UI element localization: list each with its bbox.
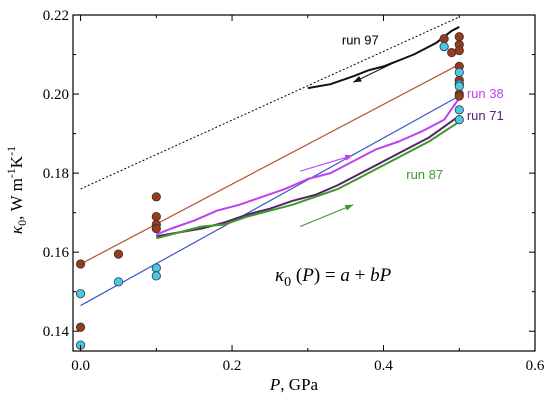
data-point-brown xyxy=(151,223,161,234)
arrow-head-1 xyxy=(353,76,362,83)
series-line-run-38 xyxy=(155,97,461,236)
data-point-blue xyxy=(151,263,161,273)
x-axis-variable: P xyxy=(269,375,280,394)
data-point-blue xyxy=(454,115,464,125)
data-point-brown xyxy=(113,249,124,259)
arrow-head-2 xyxy=(344,154,354,161)
label-run-97: run 97 xyxy=(342,33,379,48)
data-point-blue xyxy=(454,105,464,115)
data-point-brown xyxy=(454,45,464,56)
y-tick-label: 0.16 xyxy=(43,245,70,261)
data-point-brown xyxy=(75,259,86,269)
x-axis-title: P, GPa xyxy=(269,375,319,394)
equation-part: a xyxy=(340,265,350,286)
arrow-shaft-3 xyxy=(300,204,354,227)
x-tick-label: 0.2 xyxy=(223,358,242,374)
equation-part: bP xyxy=(370,265,392,286)
axes-box xyxy=(72,14,536,352)
x-tick-label: 0.0 xyxy=(71,358,90,374)
equation-part: ) = xyxy=(314,265,341,286)
plot-clipped-group xyxy=(80,16,461,307)
equation-part: P xyxy=(301,265,314,286)
y-axis-title-part: -1 xyxy=(4,146,18,156)
data-point-blue xyxy=(151,271,161,281)
data-point-blue xyxy=(454,81,464,91)
arrow-shaft-2 xyxy=(300,154,354,172)
data-point-blue xyxy=(113,277,124,287)
y-tick-label: 0.20 xyxy=(43,87,69,103)
series-line-run-97 xyxy=(307,26,460,90)
equation-annotation: κ0 (P) = a + bP xyxy=(275,265,392,290)
x-tick-label: 0.6 xyxy=(526,358,545,374)
y-axis-title: κ0, W m-1K-1 xyxy=(4,146,29,234)
extrapolation-line xyxy=(80,16,460,190)
ticks: 0.0 0.2 0.4 0.6 0.14 0.16 0.18 0.20 0.22 xyxy=(43,8,545,374)
data-point-brown xyxy=(447,47,457,58)
data-point-brown xyxy=(151,192,161,202)
data-point-brown xyxy=(454,91,464,101)
y-axis-title-part: κ xyxy=(7,225,26,234)
data-point-brown xyxy=(151,212,161,222)
label-run-71: run 71 xyxy=(467,108,504,123)
series-line-run-71 xyxy=(156,114,460,238)
equation-part: κ xyxy=(275,265,285,286)
data-point-brown xyxy=(439,34,449,44)
equation-part: + xyxy=(350,265,370,286)
arrow-shaft-1 xyxy=(352,59,399,83)
data-point-blue xyxy=(75,289,86,299)
data-point-blue xyxy=(439,42,449,52)
y-tick-label: 0.18 xyxy=(43,166,69,182)
x-axis-unit: , GPa xyxy=(280,375,318,394)
y-axis-title-part: K xyxy=(7,155,26,168)
fit-line-2 xyxy=(80,95,460,307)
x-tick-label: 0.4 xyxy=(374,358,393,374)
y-axis-title-part: 0 xyxy=(15,220,29,226)
arrow-head-3 xyxy=(344,204,354,211)
data-point-blue xyxy=(454,67,464,77)
label-run-87: run 87 xyxy=(406,167,443,182)
plot-area: run 97 run 38 run 71 run 87 xyxy=(75,16,504,350)
y-axis-title-part: , W m xyxy=(7,178,26,220)
data-point-brown xyxy=(75,322,86,332)
equation-part: ( xyxy=(291,265,302,286)
plot-frame xyxy=(72,14,536,352)
label-run-38: run 38 xyxy=(467,86,504,101)
y-tick-label: 0.14 xyxy=(43,324,70,340)
fit-line-1 xyxy=(80,63,460,265)
data-point-brown xyxy=(454,32,464,42)
series-line-run-87 xyxy=(156,120,460,240)
y-axis-title-part: -1 xyxy=(4,168,18,178)
y-tick-label: 0.22 xyxy=(43,8,69,24)
equation-part: 0 xyxy=(284,275,291,290)
